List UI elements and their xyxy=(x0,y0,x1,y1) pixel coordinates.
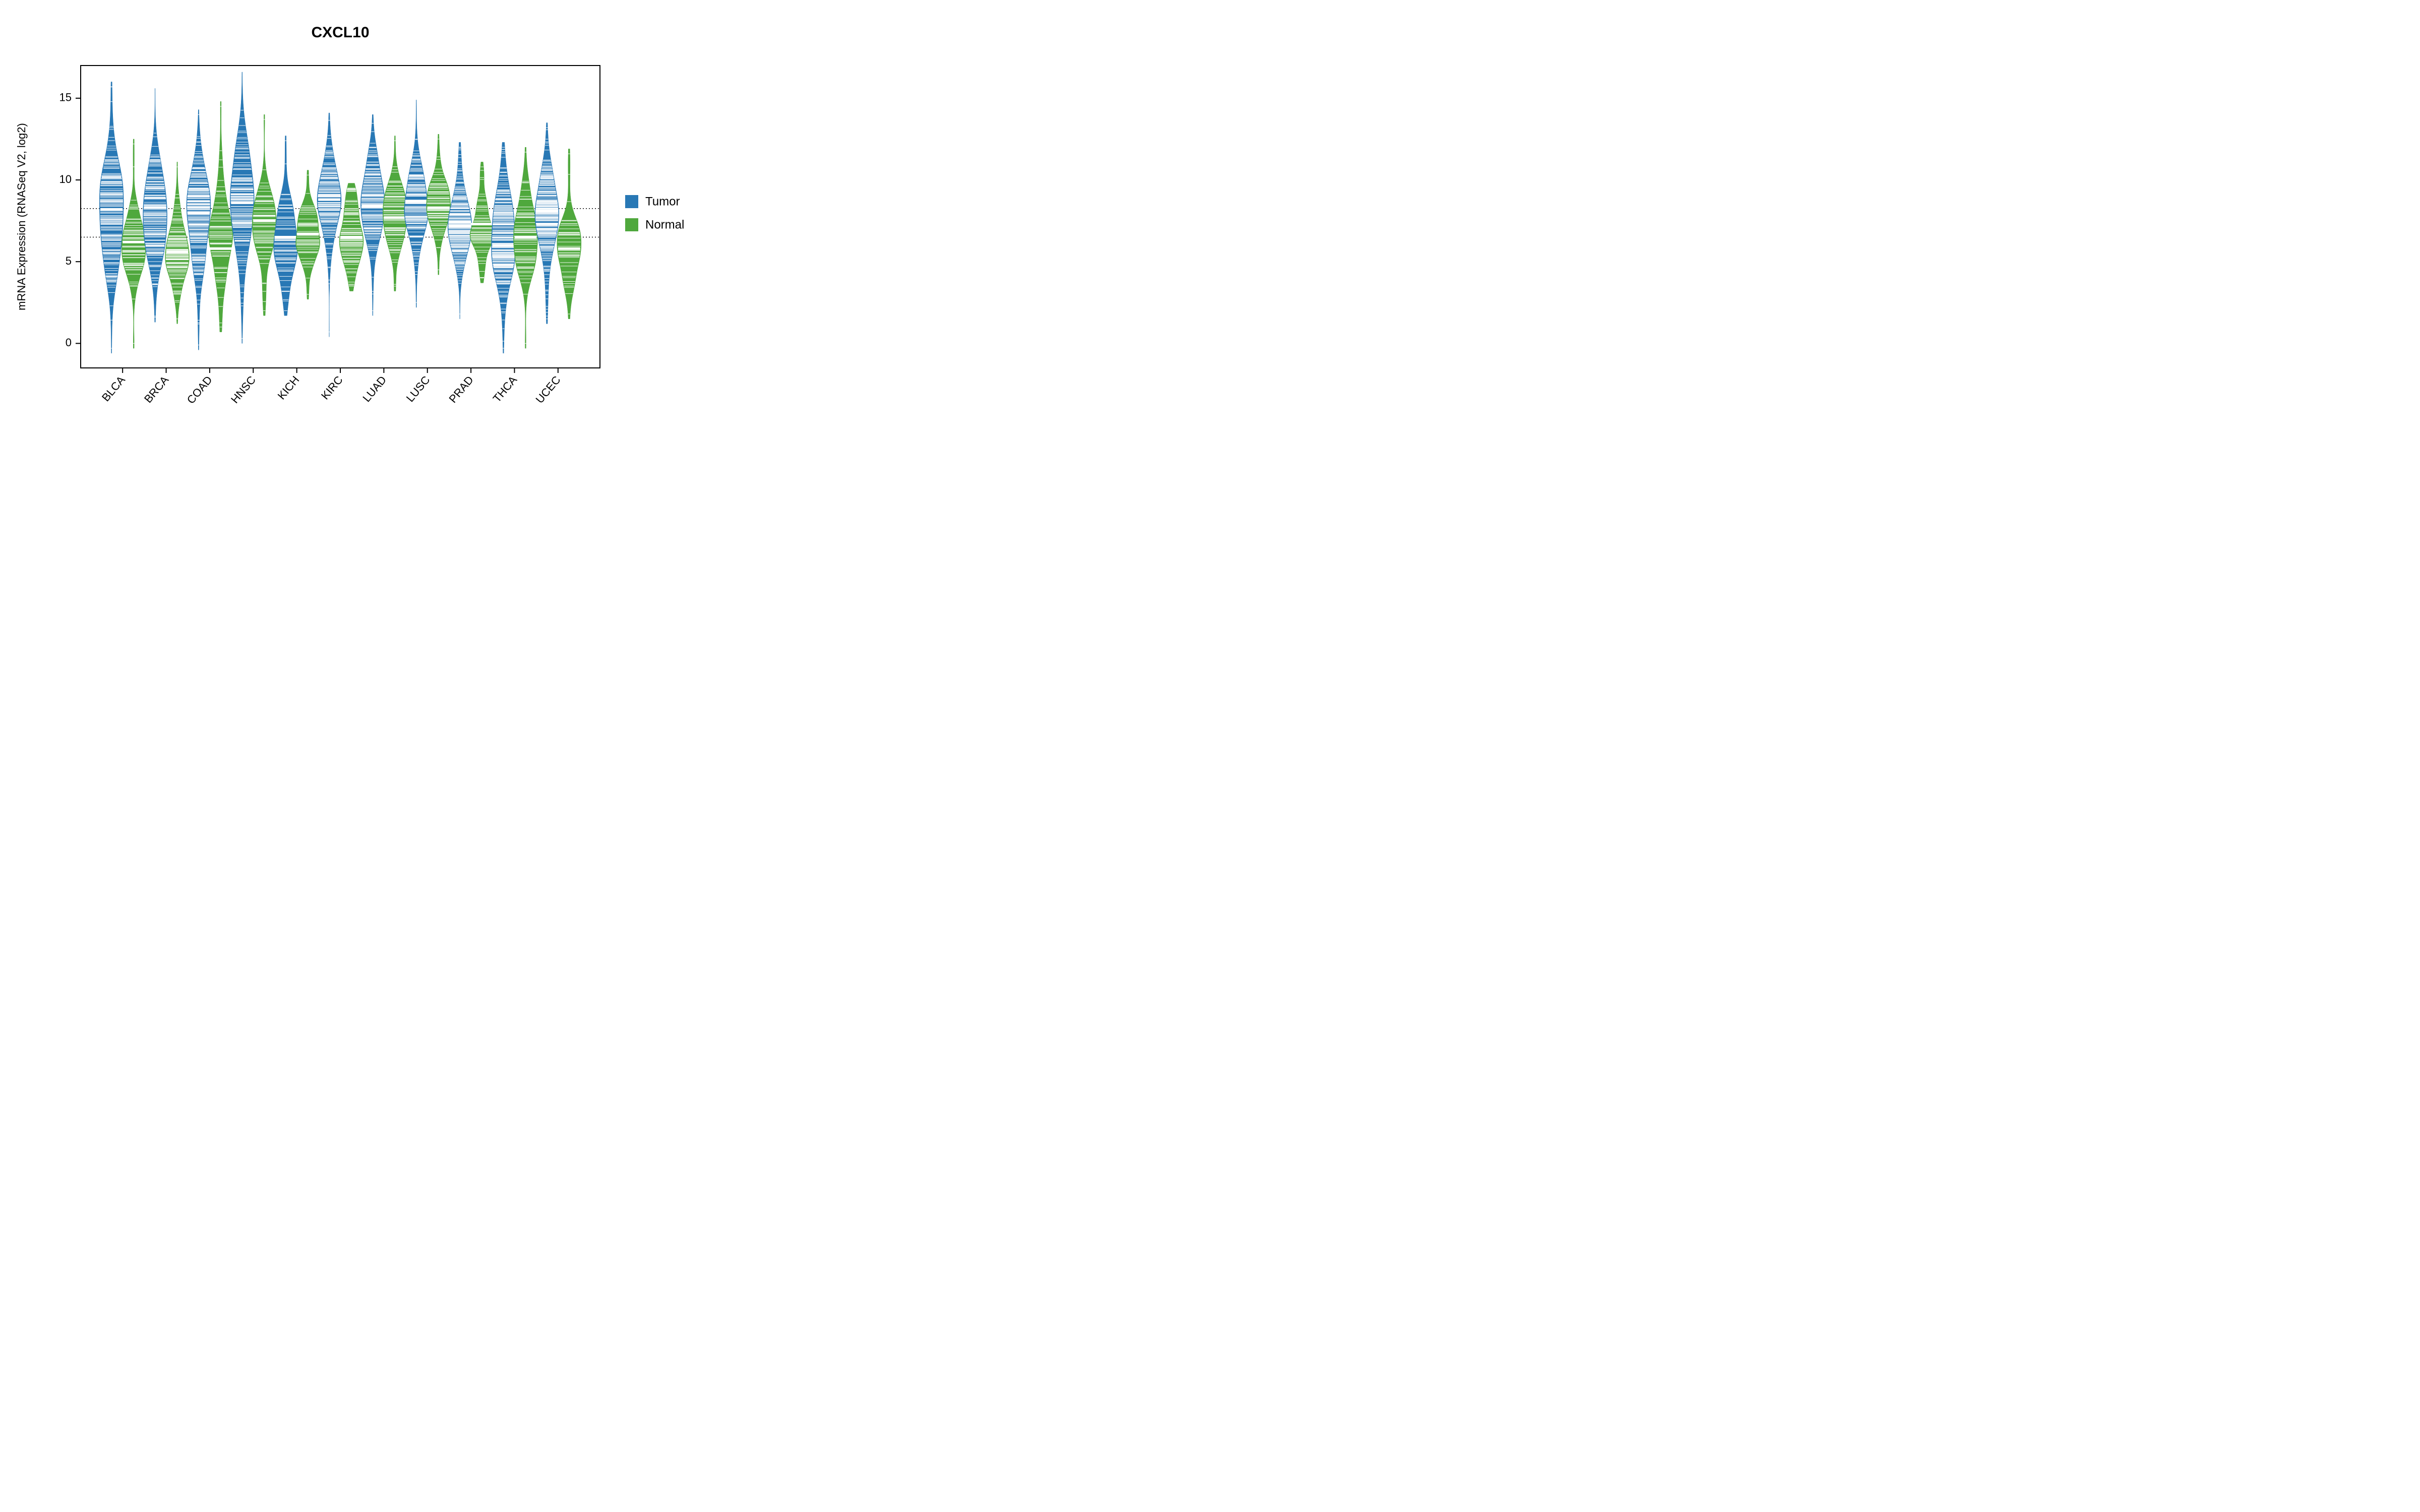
chart-title: CXCL10 xyxy=(311,24,369,41)
y-axis-label: mRNA Expression (RNASeq V2, log2) xyxy=(15,123,28,310)
ytick-label: 5 xyxy=(66,255,72,267)
beanplot-svg: CXCL10 0 5 10 15 mRNA Expression (RNASeq V2, … xyxy=(0,0,736,460)
ytick-label: 15 xyxy=(59,91,72,104)
ytick-label: 0 xyxy=(66,336,72,349)
legend-swatch xyxy=(625,195,638,208)
legend-swatch xyxy=(625,218,638,231)
legend-label: Normal xyxy=(645,218,684,231)
chart-container: CXCL10 0 5 10 15 mRNA Expression (RNASeq V2, … xyxy=(0,0,736,460)
ytick-label: 10 xyxy=(59,173,72,185)
legend-label: Tumor xyxy=(645,195,680,208)
